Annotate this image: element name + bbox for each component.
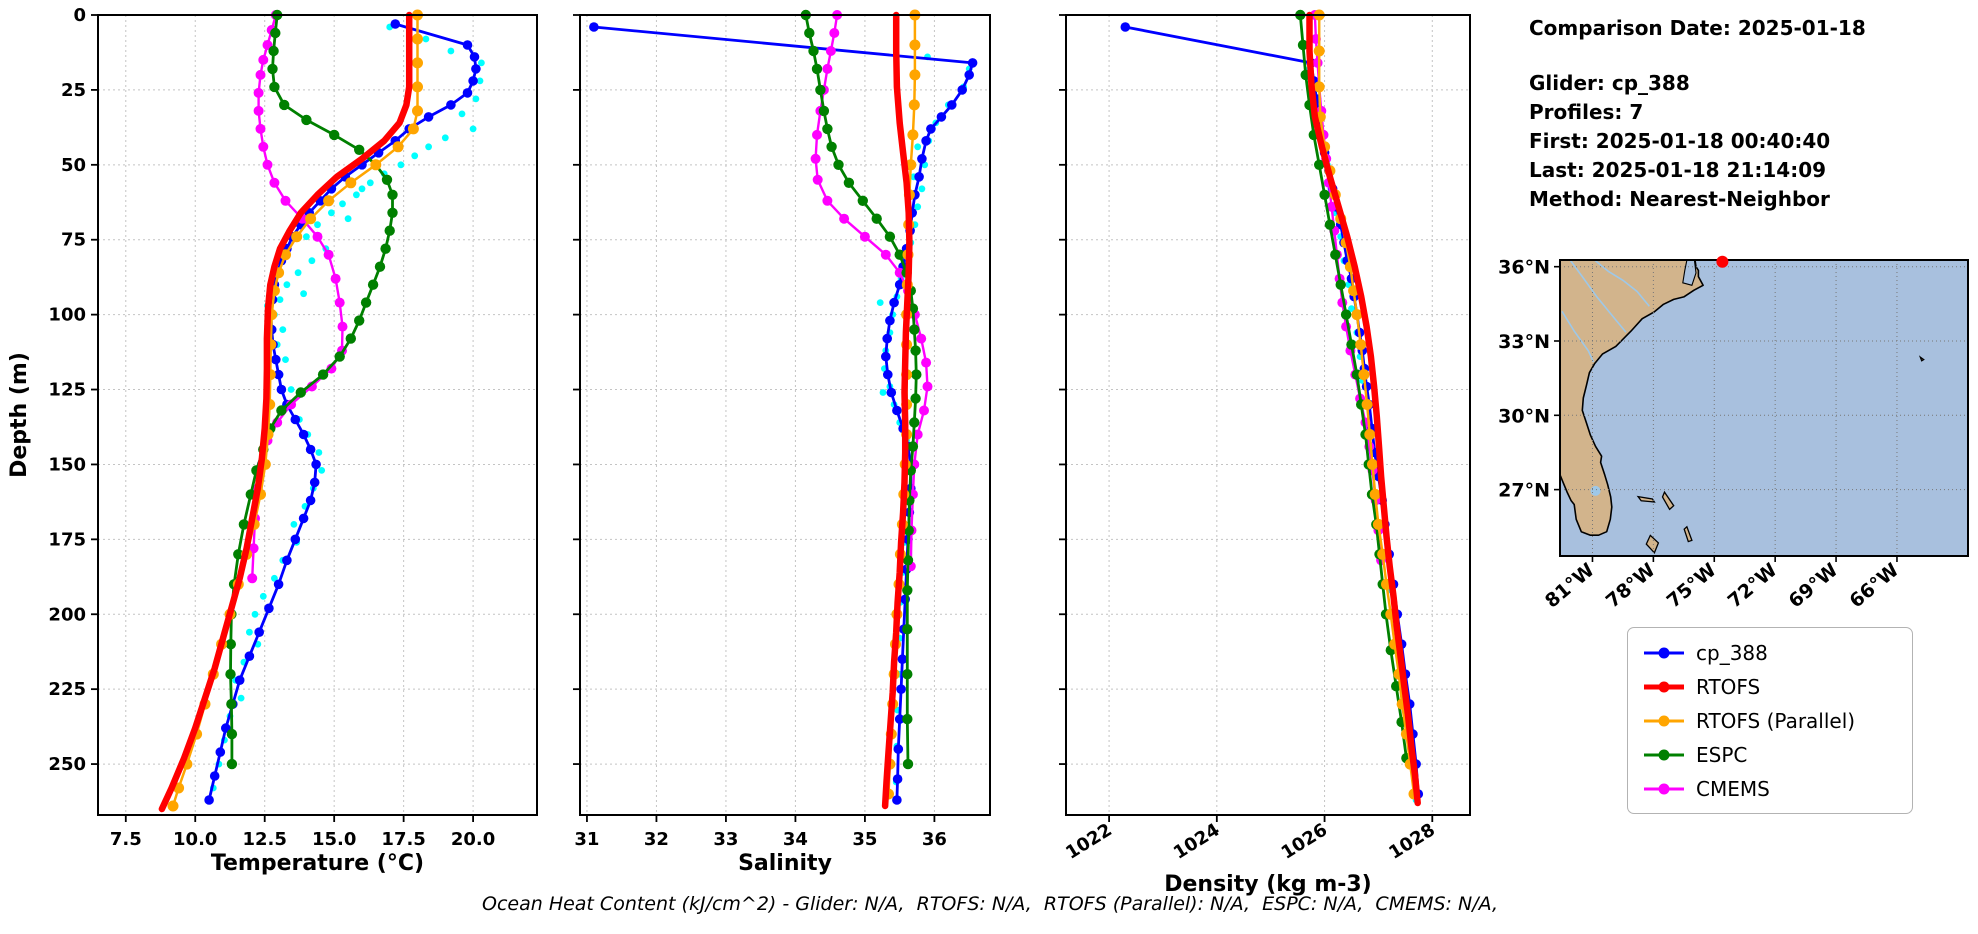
salinity-xtick-label: 35	[852, 829, 877, 850]
depth-tick-label: 150	[48, 454, 86, 475]
depth-tick-label: 250	[48, 754, 86, 775]
depth-tick-label: 0	[73, 5, 86, 26]
last-profile-time-text: Last: 2025-01-18 21:14:09	[1529, 158, 1827, 182]
salinity-xtick-label: 33	[713, 829, 738, 850]
depth-tick-label: 175	[48, 529, 86, 550]
legend-label-espc: ESPC	[1696, 742, 1748, 767]
river-line	[1593, 259, 1650, 307]
island	[1918, 355, 1925, 362]
map-lon-tick-label: 81°W	[1541, 559, 1599, 612]
temperature-xtick-label: 10.0	[173, 829, 217, 850]
river-line	[1561, 310, 1595, 363]
depth-tick-label: 75	[61, 230, 86, 251]
location-map: 81°W 78°W 75°W 72°W 69°W 66°W 36°N 33°N 30°N 27°N	[1498, 255, 1969, 612]
legend-label-rtofs_parallel: RTOFS (Parallel)	[1696, 708, 1856, 733]
temperature-axis-label: Temperature (°C)	[211, 851, 424, 876]
legend-marker-cmems	[1644, 783, 1684, 794]
depth-tick-label: 50	[61, 155, 86, 176]
profiles-count-text: Profiles: 7	[1529, 100, 1644, 124]
first-profile-time-text: First: 2025-01-18 00:40:40	[1529, 129, 1831, 153]
legend-item-cmems: CMEMS	[1644, 775, 1896, 802]
salinity-xtick-label: 34	[783, 829, 808, 850]
density-series-rtofs	[1306, 11, 1421, 807]
lake-okeechobee	[1590, 485, 1601, 496]
temperature-panel: 7.5 10.0 12.5 15.0 17.5 20.0 0 25 50 75 100 125 150 1…	[7, 5, 538, 876]
temperature-series-rtofs	[158, 11, 413, 813]
salinity-series-rtofs	[881, 11, 913, 810]
legend-label-rtofs: RTOFS	[1696, 674, 1761, 699]
map-lon-tick-label: 66°W	[1845, 559, 1903, 612]
depth-axis-label: Depth (m)	[7, 352, 32, 478]
density-xtick-label: 1028	[1385, 819, 1439, 863]
salinity-grid	[580, 14, 990, 815]
salinity-axis: 31 32 33 34 35 36	[573, 14, 947, 850]
island	[1661, 490, 1675, 511]
legend-marker-rtofs	[1644, 681, 1684, 692]
legend-item-espc: ESPC	[1644, 741, 1896, 768]
legend-label-cmems: CMEMS	[1696, 776, 1770, 801]
island	[1645, 534, 1660, 554]
legend-item-rtofs: RTOFS	[1644, 673, 1896, 700]
method-text: Method: Nearest-Neighbor	[1529, 187, 1830, 211]
legend-item-cp_388: cp_388	[1644, 639, 1896, 666]
map-lon-tick-label: 72°W	[1724, 559, 1782, 612]
map-lat-tick-label: 33°N	[1498, 331, 1550, 353]
glider-location-marker	[1716, 255, 1729, 268]
land-mass	[1559, 259, 1704, 537]
map-lon-tick-label: 75°W	[1663, 559, 1721, 612]
density-xtick-label: 1022	[1062, 819, 1116, 863]
legend: cp_388 RTOFS RTOFS (Parallel) ESPC CMEMS	[1627, 627, 1913, 814]
map-lat-tick-label: 30°N	[1498, 405, 1550, 427]
island	[1683, 525, 1693, 543]
legend-item-rtofs_parallel: RTOFS (Parallel)	[1644, 707, 1896, 734]
glider-name-text: Glider: cp_388	[1529, 71, 1690, 95]
island	[1636, 495, 1656, 503]
temperature-xtick-label: 17.5	[381, 829, 425, 850]
river-line	[1569, 259, 1627, 333]
salinity-series-espc	[800, 9, 922, 770]
depth-tick-label: 25	[61, 80, 86, 101]
temperature-xtick-label: 15.0	[312, 829, 356, 850]
spacer	[1529, 43, 1866, 69]
depth-tick-label: 125	[48, 380, 86, 401]
ocean-heat-content-caption: Ocean Heat Content (kJ/cm^2) - Glider: N…	[482, 893, 1498, 915]
salinity-xtick-label: 32	[644, 829, 669, 850]
density-xtick-label: 1024	[1170, 819, 1224, 863]
density-axis-label: Density (kg m-3)	[1164, 872, 1372, 897]
salinity-xtick-label: 36	[922, 829, 947, 850]
legend-marker-rtofs_parallel	[1644, 715, 1684, 726]
density-xtick-label: 1026	[1278, 819, 1332, 863]
temperature-xtick-label: 20.0	[451, 829, 495, 850]
salinity-xtick-label: 31	[574, 829, 599, 850]
map-grid	[1560, 260, 1968, 556]
temperature-xtick-label: 12.5	[242, 829, 286, 850]
legend-label-cp_388: cp_388	[1696, 640, 1768, 665]
temperature-xtick-label: 7.5	[110, 829, 142, 850]
map-lon-tick-label: 78°W	[1602, 559, 1660, 612]
depth-tick-label: 100	[48, 305, 86, 326]
density-panel: 1022 1024 1026 1028 Density (kg m-3)	[1059, 9, 1471, 897]
map-lat-tick-label: 27°N	[1498, 480, 1550, 502]
depth-tick-label: 200	[48, 604, 86, 625]
salinity-panel: 31 32 33 34 35 36 Salinity	[573, 9, 991, 876]
salinity-axis-label: Salinity	[738, 851, 832, 876]
legend-marker-cp_388	[1644, 647, 1684, 658]
map-lon-tick-label: 69°W	[1785, 559, 1843, 612]
comparison-date-text: Comparison Date: 2025-01-18	[1529, 16, 1866, 40]
info-panel: Comparison Date: 2025-01-18 Glider: cp_3…	[1529, 14, 1866, 214]
temperature-axis: 7.5 10.0 12.5 15.0 17.5 20.0 0 25 50 75 100 125 150 1…	[48, 5, 495, 850]
legend-marker-espc	[1644, 749, 1684, 760]
depth-tick-label: 225	[48, 679, 86, 700]
map-lat-tick-label: 36°N	[1498, 257, 1550, 279]
